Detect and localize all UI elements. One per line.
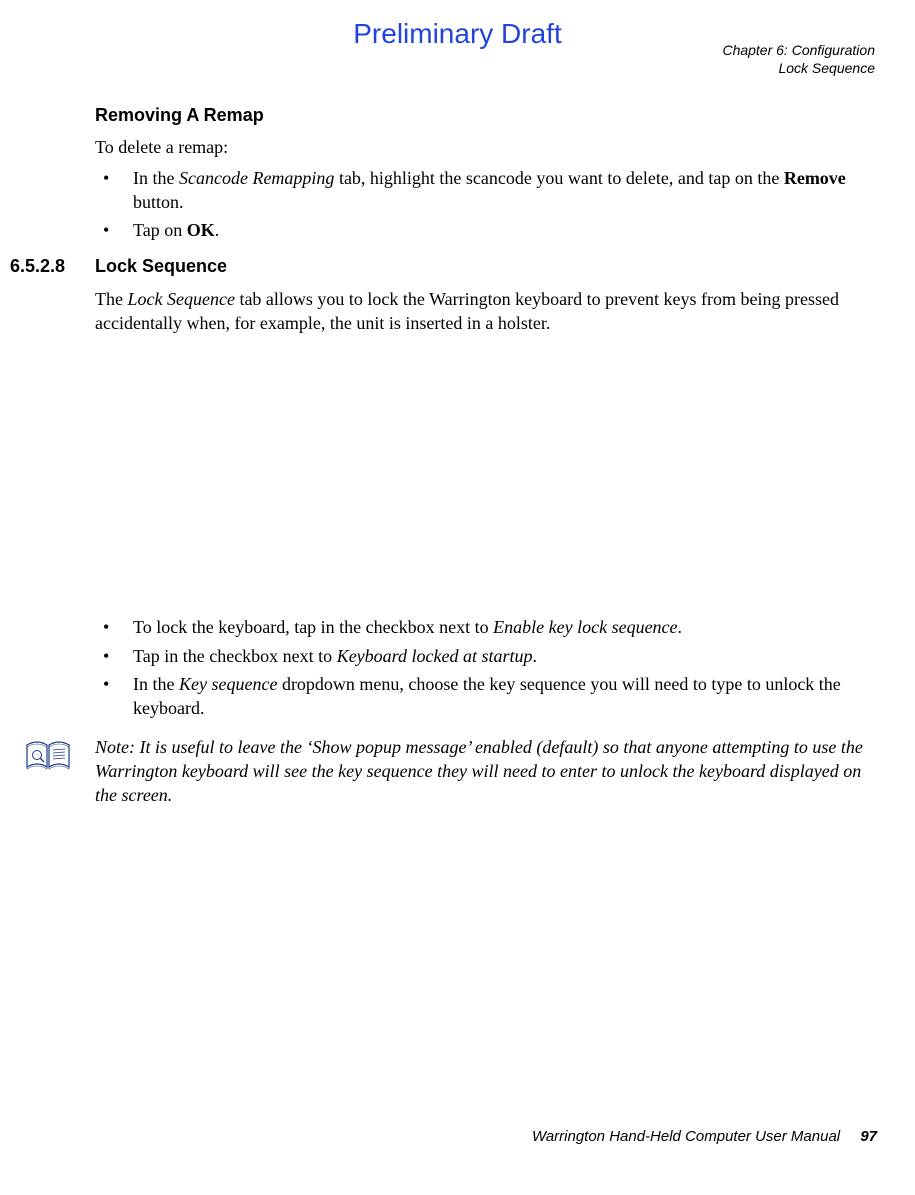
text: button. <box>133 192 184 212</box>
text-italic: Keyboard locked at startup <box>337 646 533 666</box>
text: tab, highlight the scancode you want to … <box>334 168 783 188</box>
text: In the <box>133 674 179 694</box>
removing-remap-steps: In the Scancode Remapping tab, highlight… <box>95 166 875 243</box>
list-item: Tap in the checkbox next to Keyboard loc… <box>95 644 875 668</box>
page-content: Removing A Remap To delete a remap: In t… <box>95 103 875 807</box>
removing-remap-intro: To delete a remap: <box>95 135 875 159</box>
list-item: In the Scancode Remapping tab, highlight… <box>95 166 875 215</box>
text: The <box>95 289 127 309</box>
note-block: Note: It is useful to leave the ‘Show po… <box>25 735 875 808</box>
section-heading-row: 6.5.2.8 Lock Sequence <box>10 254 875 278</box>
footer-page-number: 97 <box>860 1128 877 1145</box>
figure-placeholder <box>95 341 875 611</box>
section-title: Lock Sequence <box>95 254 227 278</box>
list-item: In the Key sequence dropdown menu, choos… <box>95 672 875 721</box>
text-bold: Remove <box>784 168 846 188</box>
header-section: Lock Sequence <box>722 60 875 78</box>
footer-manual-title: Warrington Hand-Held Computer User Manua… <box>532 1128 840 1145</box>
text: Tap on <box>133 220 187 240</box>
text: . <box>678 617 683 637</box>
text-italic: Enable key lock sequence <box>493 617 677 637</box>
text: To lock the keyboard, tap in the checkbo… <box>133 617 493 637</box>
text-bold: OK <box>187 220 215 240</box>
lock-sequence-steps: To lock the keyboard, tap in the checkbo… <box>95 615 875 720</box>
text: In the <box>133 168 179 188</box>
page-footer: Warrington Hand-Held Computer User Manua… <box>0 1127 877 1147</box>
header-chapter: Chapter 6: Configuration <box>722 42 875 60</box>
note-text: Note: It is useful to leave the ‘Show po… <box>95 735 875 808</box>
text: Tap in the checkbox next to <box>133 646 337 666</box>
list-item: Tap on OK. <box>95 218 875 242</box>
removing-remap-heading: Removing A Remap <box>95 103 875 127</box>
book-icon <box>25 739 71 771</box>
text-italic: Lock Sequence <box>127 289 234 309</box>
note-body: It is useful to leave the ‘Show popup me… <box>95 737 863 806</box>
section-number: 6.5.2.8 <box>10 254 95 278</box>
text: . <box>215 220 220 240</box>
note-label: Note: <box>95 737 140 757</box>
page-header: Chapter 6: Configuration Lock Sequence <box>722 42 875 77</box>
lock-sequence-para: The Lock Sequence tab allows you to lock… <box>95 287 875 336</box>
text-italic: Scancode Remapping <box>179 168 334 188</box>
list-item: To lock the keyboard, tap in the checkbo… <box>95 615 875 639</box>
text-italic: Key sequence <box>179 674 277 694</box>
text: . <box>533 646 538 666</box>
